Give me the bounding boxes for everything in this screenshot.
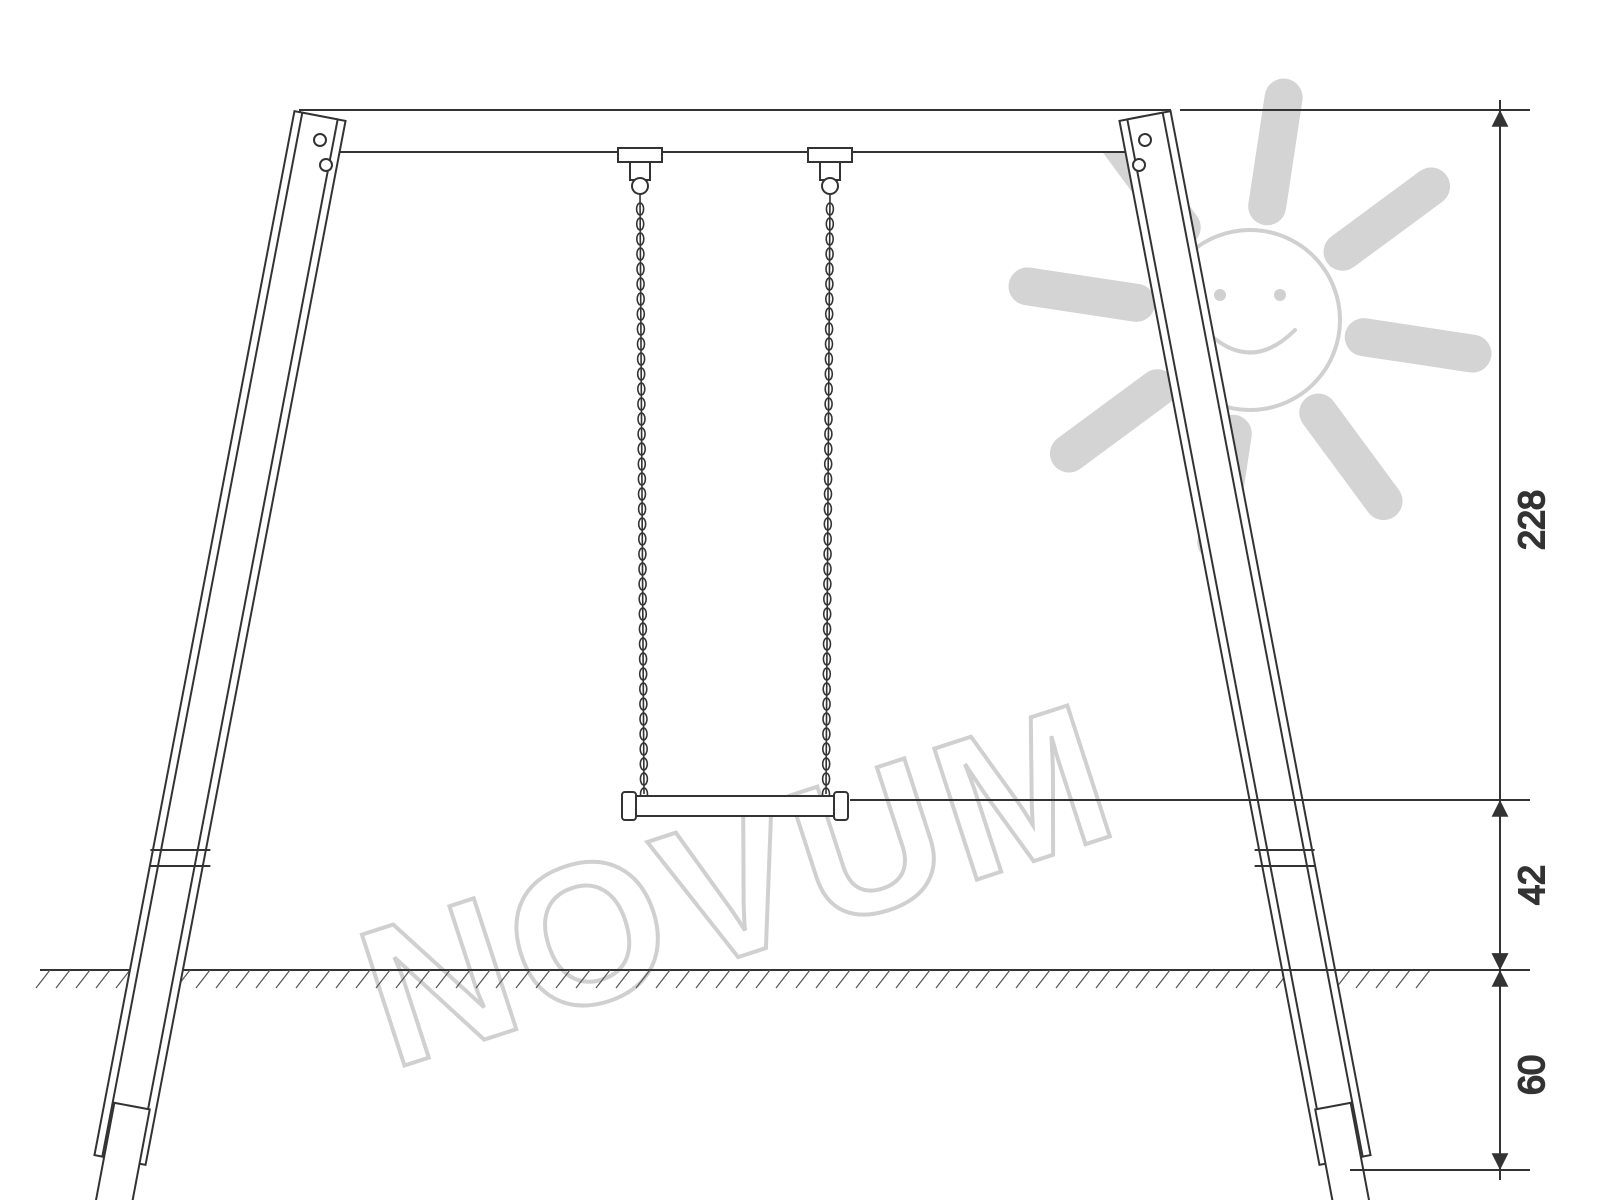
top-beam — [300, 110, 1170, 152]
swing-hanger — [808, 148, 852, 194]
chain-right — [823, 194, 834, 800]
dimension-label: 228 — [1511, 490, 1552, 550]
technical-drawing-canvas: NOVUM 228 42 60 — [0, 0, 1600, 1200]
swing-seat — [630, 796, 840, 816]
dimensions: 228 42 60 — [850, 100, 1552, 1180]
chain-left — [637, 194, 648, 800]
dimension-label: 42 — [1511, 865, 1552, 905]
bolt-icon — [320, 159, 332, 171]
swing-structure — [90, 110, 1374, 1200]
swing-hanger — [618, 148, 662, 194]
bolt-icon — [1139, 134, 1151, 146]
bolt-icon — [314, 134, 326, 146]
dimension-label: 60 — [1511, 1055, 1552, 1095]
bolt-icon — [1133, 159, 1145, 171]
watermark-text: NOVUM — [336, 659, 1141, 1110]
